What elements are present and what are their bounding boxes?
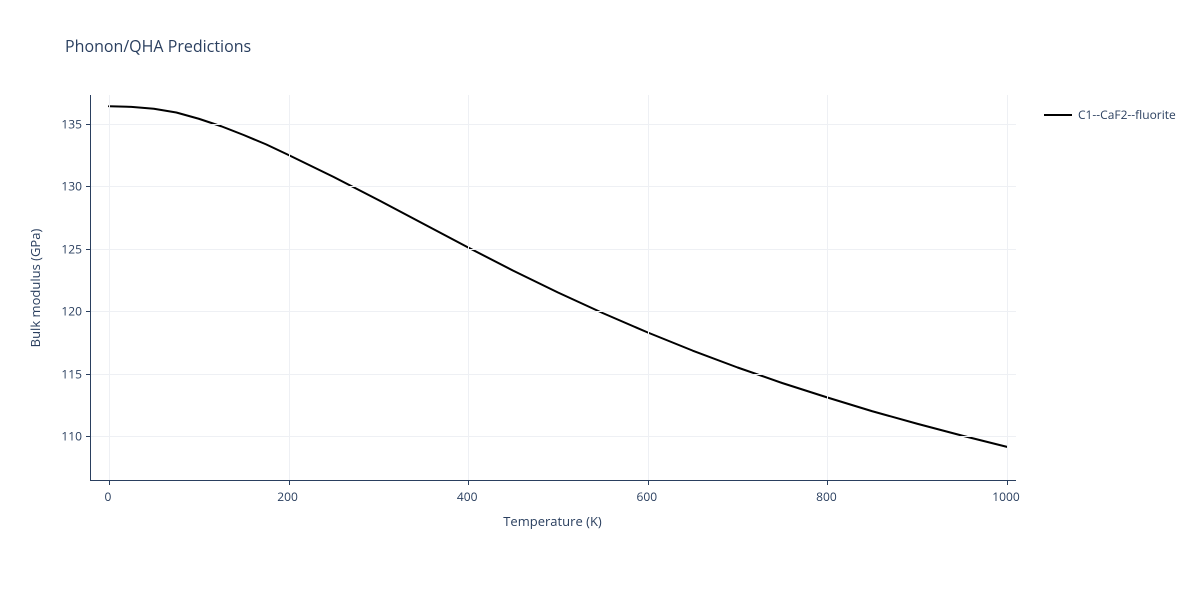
series-curve [91, 95, 1016, 480]
legend-label: C1--CaF2--fluorite [1078, 106, 1176, 123]
y-tick-label: 120 [61, 303, 82, 320]
grid-line-horizontal [91, 374, 1016, 375]
y-axis-label: Bulk modulus (GPa) [26, 228, 44, 347]
x-tick-mark [827, 480, 828, 485]
y-tick-mark [86, 186, 91, 187]
y-tick-mark [86, 249, 91, 250]
x-tick-mark [289, 480, 290, 485]
chart-title: Phonon/QHA Predictions [65, 35, 251, 57]
x-tick-mark [109, 480, 110, 485]
y-tick-mark [86, 374, 91, 375]
grid-line-vertical [648, 95, 649, 480]
x-tick-mark [1007, 480, 1008, 485]
grid-line-vertical [109, 95, 110, 480]
y-tick-label: 125 [61, 240, 82, 257]
x-tick-label: 0 [105, 488, 112, 505]
x-tick-label: 800 [816, 488, 837, 505]
x-tick-label: 600 [636, 488, 657, 505]
legend-swatch [1044, 114, 1072, 116]
grid-line-vertical [827, 95, 828, 480]
grid-line-horizontal [91, 249, 1016, 250]
legend: C1--CaF2--fluorite [1044, 106, 1176, 123]
y-tick-mark [86, 436, 91, 437]
y-tick-label: 130 [61, 178, 82, 195]
x-tick-label: 1000 [992, 488, 1019, 505]
chart-container: Phonon/QHA Predictions Temperature (K) B… [0, 0, 1200, 600]
grid-line-horizontal [91, 311, 1016, 312]
grid-line-vertical [468, 95, 469, 480]
x-tick-label: 200 [277, 488, 298, 505]
plot-area [90, 95, 1016, 481]
series-line [109, 106, 1007, 447]
y-tick-label: 115 [61, 365, 82, 382]
x-tick-mark [648, 480, 649, 485]
grid-line-vertical [289, 95, 290, 480]
grid-line-horizontal [91, 436, 1016, 437]
grid-line-horizontal [91, 186, 1016, 187]
y-tick-mark [86, 311, 91, 312]
x-tick-mark [468, 480, 469, 485]
grid-line-vertical [1007, 95, 1008, 480]
y-tick-mark [86, 124, 91, 125]
x-axis-label: Temperature (K) [503, 512, 602, 530]
x-tick-label: 400 [457, 488, 478, 505]
grid-line-horizontal [91, 124, 1016, 125]
legend-item[interactable]: C1--CaF2--fluorite [1044, 106, 1176, 123]
y-tick-label: 110 [61, 428, 82, 445]
y-tick-label: 135 [61, 115, 82, 132]
